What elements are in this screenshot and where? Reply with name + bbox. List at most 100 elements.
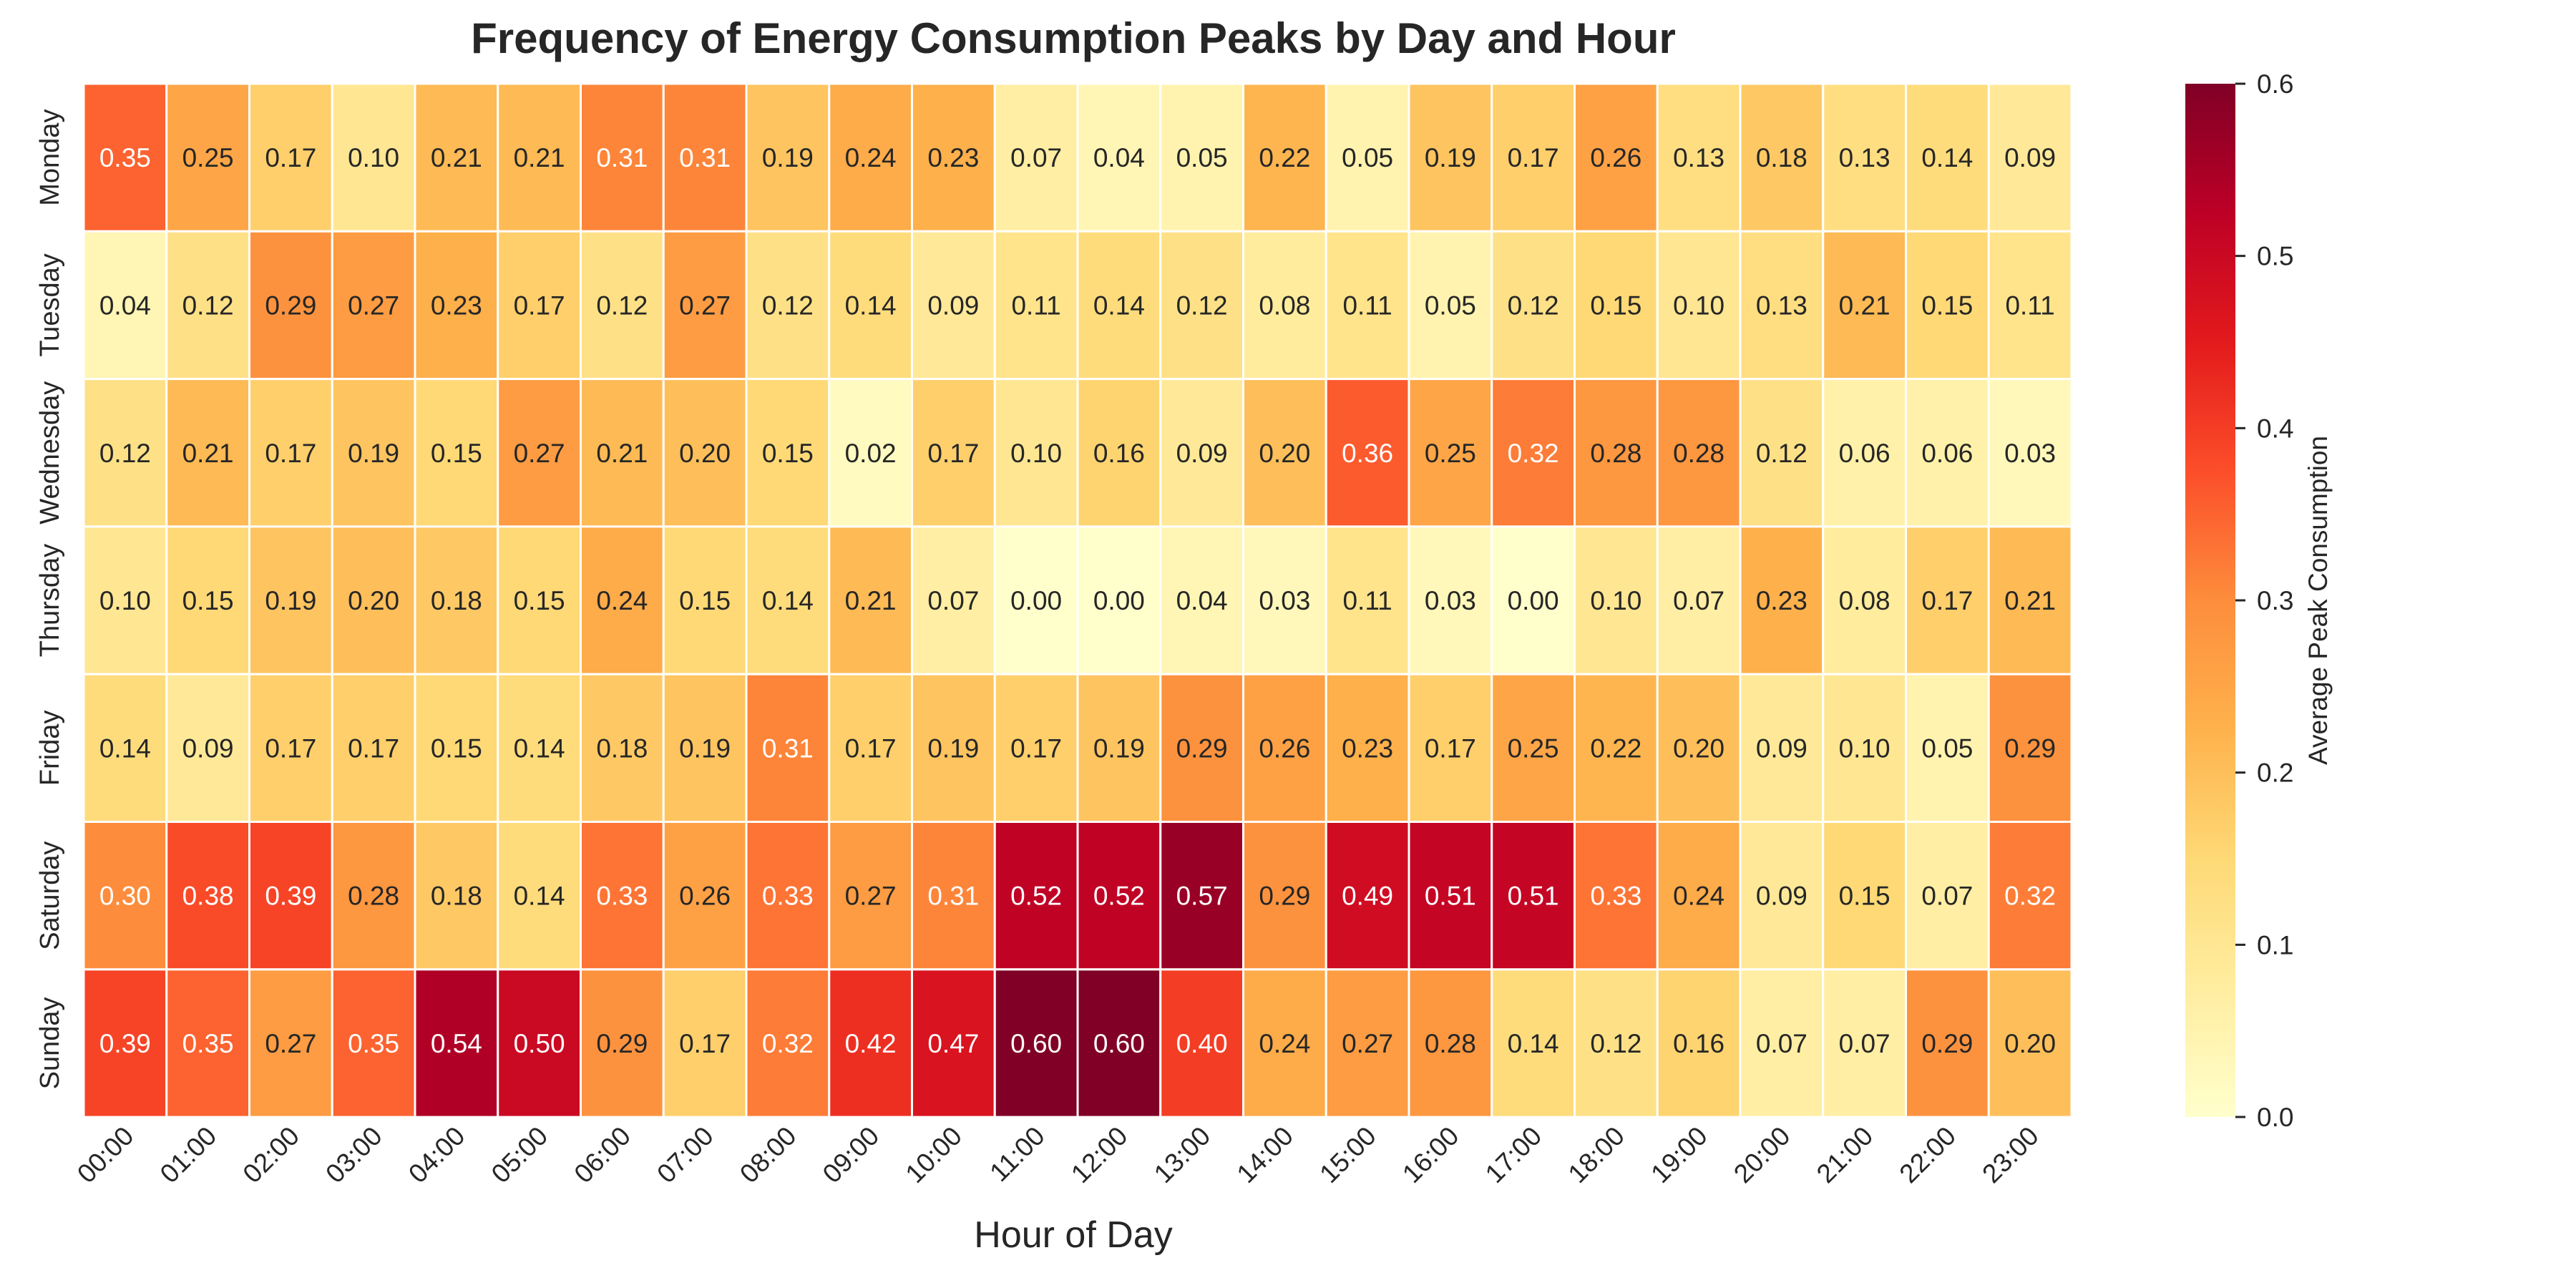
cell-value-label: 0.17 [265, 143, 316, 172]
cell-value-label: 0.11 [1011, 291, 1060, 320]
cell-value-label: 0.09 [182, 733, 234, 763]
heatmap-cell [1076, 525, 1162, 675]
x-tick-label: 11:00 [984, 1121, 1050, 1188]
heatmap-cell [993, 673, 1079, 824]
cell-value-label: 0.14 [1093, 291, 1145, 320]
cell-value-label: 0.23 [431, 291, 482, 320]
cell-value-label: 0.17 [1508, 143, 1559, 172]
cell-value-label: 0.14 [1921, 143, 1973, 172]
heatmap-cell [248, 525, 333, 675]
cell-value-label: 0.29 [1176, 733, 1228, 763]
cell-value-label: 0.27 [265, 1029, 316, 1058]
x-tick-label: 10:00 [900, 1121, 967, 1189]
cell-value-label: 0.31 [927, 882, 979, 911]
heatmap-cell [1574, 525, 1659, 675]
cell-value-label: 0.04 [1093, 143, 1145, 172]
heatmap-cell [414, 378, 499, 528]
cell-value-label: 0.11 [2005, 291, 2054, 320]
cell-value-label: 0.21 [2004, 586, 2056, 615]
heatmap-cell [414, 968, 499, 1118]
cell-value-label: 0.19 [1093, 733, 1145, 763]
cell-value-label: 0.18 [431, 586, 482, 615]
heatmap-cell [1656, 378, 1742, 528]
cell-value-label: 0.47 [927, 1029, 979, 1058]
heatmap-cell [1159, 821, 1244, 971]
cell-value-label: 0.17 [1921, 586, 1973, 615]
cell-value-label: 0.17 [679, 1029, 731, 1058]
cell-value-label: 0.57 [1176, 882, 1228, 911]
cell-value-label: 0.00 [1508, 586, 1559, 615]
heatmap-cell [1491, 230, 1576, 381]
cell-value-label: 0.17 [265, 733, 316, 763]
cell-value-label: 0.15 [431, 439, 482, 468]
heatmap-cell [1159, 673, 1244, 824]
cell-value-label: 0.10 [1590, 586, 1641, 615]
cell-value-label: 0.52 [1093, 882, 1145, 911]
heatmap-cell [745, 968, 831, 1118]
cell-value-label: 0.39 [99, 1029, 151, 1058]
cell-value-label: 0.09 [1756, 882, 1807, 911]
cell-value-label: 0.54 [431, 1029, 482, 1058]
cell-value-label: 0.07 [927, 586, 979, 615]
heatmap-cell [1987, 378, 2073, 528]
cell-value-label: 0.12 [1756, 439, 1807, 468]
x-tick-label: 14:00 [1231, 1121, 1299, 1189]
heatmap-cell [1159, 82, 1244, 233]
cell-value-label: 0.26 [679, 882, 731, 911]
cell-value-label: 0.14 [762, 586, 814, 615]
cell-value-label: 0.12 [1590, 1029, 1641, 1058]
cell-value-label: 0.27 [514, 439, 565, 468]
cell-value-label: 0.18 [1756, 143, 1807, 172]
heatmap-cell [1739, 230, 1825, 381]
cell-value-label: 0.11 [1342, 586, 1392, 615]
heatmap-cell [1324, 525, 1410, 675]
heatmap-cell [1987, 821, 2073, 971]
y-tick-label: Tuesday [35, 253, 65, 356]
heatmap-cell [1407, 673, 1493, 824]
heatmap-cell [745, 673, 831, 824]
cell-value-label: 0.31 [762, 733, 814, 763]
cell-value-label: 0.27 [679, 291, 731, 320]
y-tick-label: Monday [35, 109, 65, 206]
cell-value-label: 0.14 [514, 882, 565, 911]
x-tick-label: 15:00 [1314, 1121, 1381, 1189]
cell-value-label: 0.09 [1756, 733, 1807, 763]
heatmap-cell [993, 968, 1079, 1118]
x-tick-label: 05:00 [486, 1121, 553, 1189]
heatmap-cell [1987, 673, 2073, 824]
cell-value-label: 0.05 [1342, 143, 1393, 172]
cell-value-label: 0.12 [99, 439, 151, 468]
cell-value-label: 0.09 [927, 291, 979, 320]
heatmap-cell [1324, 230, 1410, 381]
cell-value-label: 0.19 [1425, 143, 1476, 172]
heatmap-cell [497, 378, 582, 528]
heatmap-cell [662, 821, 748, 971]
cell-value-label: 0.33 [596, 882, 648, 911]
heatmap-cell [1076, 968, 1162, 1118]
cell-value-label: 0.21 [1839, 291, 1890, 320]
x-tick-label: 20:00 [1728, 1121, 1795, 1189]
cell-value-label: 0.23 [927, 143, 979, 172]
x-tick-label: 01:00 [155, 1121, 222, 1189]
cell-value-label: 0.03 [2004, 439, 2056, 468]
heatmap-cell [1574, 82, 1659, 233]
cell-value-label: 0.10 [1839, 733, 1890, 763]
cell-value-label: 0.28 [1673, 439, 1724, 468]
cell-value-label: 0.12 [1176, 291, 1228, 320]
heatmap-cell [331, 673, 416, 824]
heatmap-cell [993, 230, 1079, 381]
x-tick-label: 04:00 [403, 1121, 470, 1189]
cell-value-label: 0.21 [431, 143, 482, 172]
colorbar-tick-label: 0.3 [2257, 586, 2293, 615]
cell-value-label: 0.31 [679, 143, 731, 172]
heatmap-cell [828, 82, 913, 233]
colorbar-tick-label: 0.1 [2257, 930, 2293, 960]
heatmap-cell [993, 82, 1079, 233]
cell-value-label: 0.07 [1673, 586, 1724, 615]
colorbar-gradient [2185, 84, 2235, 1117]
colorbar-ticks: 0.0 0.1 0.2 0.3 0.4 0.5 0.6 [2235, 69, 2293, 1132]
cell-value-label: 0.15 [1590, 291, 1641, 320]
x-axis-labels: 00:00 01:00 02:00 03:00 04:00 05:00 06:00 07:00… [72, 1121, 2044, 1189]
heatmap-cell [1574, 230, 1659, 381]
heatmap-cell [1905, 673, 1990, 824]
